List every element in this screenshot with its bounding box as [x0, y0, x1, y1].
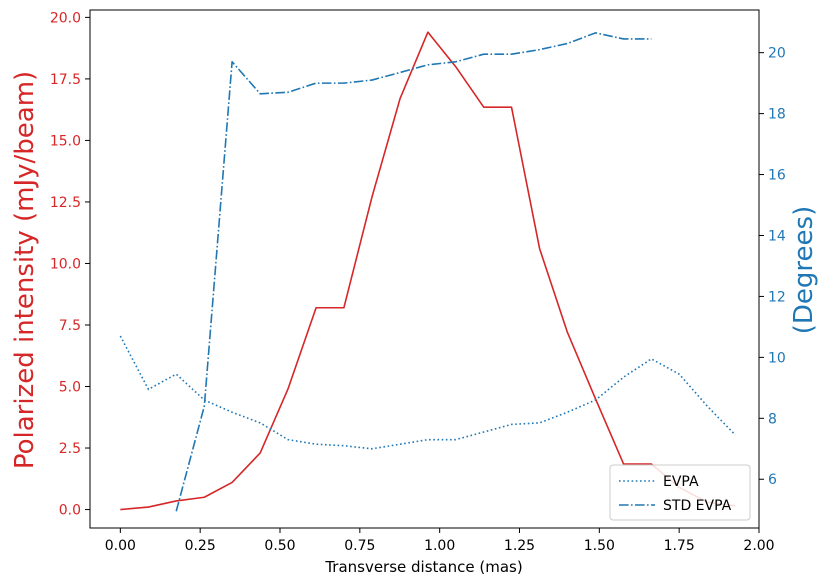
- x-axis-label: Transverse distance (mas): [324, 558, 522, 576]
- x-tick-label: 1.75: [664, 538, 695, 554]
- x-tick-label: 0.00: [105, 538, 136, 554]
- plot-frame: [89, 9, 760, 529]
- left-y-tick-label: 15.0: [50, 133, 81, 149]
- legend-std-evpa-label: STD EVPA: [663, 498, 732, 514]
- right-y-tick-label: 8: [768, 411, 777, 427]
- right-y-tick-label: 12: [768, 289, 786, 305]
- right-y-tick-label: 16: [768, 168, 786, 184]
- x-tick-label: 1.50: [584, 538, 615, 554]
- left-y-tick-label: 17.5: [50, 72, 81, 88]
- left-y-tick-label: 12.5: [50, 195, 81, 211]
- legend-box: [609, 464, 751, 521]
- right-y-tick-label: 10: [768, 350, 786, 366]
- right-y-axis: 6 8 10 12 14 16 18 20: [759, 46, 786, 488]
- left-y-tick-label: 10.0: [50, 256, 81, 272]
- left-y-tick-label: 5.0: [59, 380, 81, 396]
- x-tick-label: 0.75: [344, 538, 375, 554]
- right-y-tick-label: 6: [768, 472, 777, 488]
- plot-area: [89, 9, 760, 529]
- legend: EVPA STD EVPA: [609, 464, 751, 521]
- series-line-evpa: [119, 335, 736, 450]
- x-tick-label: 0.50: [264, 538, 295, 554]
- x-tick-label: 2.00: [743, 538, 774, 554]
- left-y-axis: 0.0 2.5 5.0 7.5 10.0 12.5 15.0 17.5 20.0: [50, 10, 90, 519]
- left-y-axis-label: Polarized intensity (mJy/beam): [10, 71, 40, 469]
- legend-evpa-label: EVPA: [663, 474, 699, 490]
- x-tick-label: 1.25: [504, 538, 535, 554]
- x-tick-label: 0.25: [185, 538, 216, 554]
- left-y-tick-label: 20.0: [50, 10, 81, 26]
- right-y-axis-label: (Degrees): [789, 206, 819, 334]
- right-y-tick-label: 20: [768, 46, 786, 62]
- right-y-tick-label: 18: [768, 107, 786, 123]
- left-y-tick-label: 2.5: [59, 441, 81, 457]
- x-axis: 0.00 0.25 0.50 0.75 1.00 1.25 1.50 1.75 2.00: [105, 528, 775, 554]
- right-y-tick-label: 14: [768, 228, 786, 244]
- series-line-polarized-intensity: [120, 31, 736, 511]
- series-line-std-evpa: [175, 32, 652, 512]
- left-y-tick-label: 7.5: [59, 318, 81, 334]
- left-y-tick-label: 0.0: [59, 503, 81, 519]
- x-tick-label: 1.00: [424, 538, 455, 554]
